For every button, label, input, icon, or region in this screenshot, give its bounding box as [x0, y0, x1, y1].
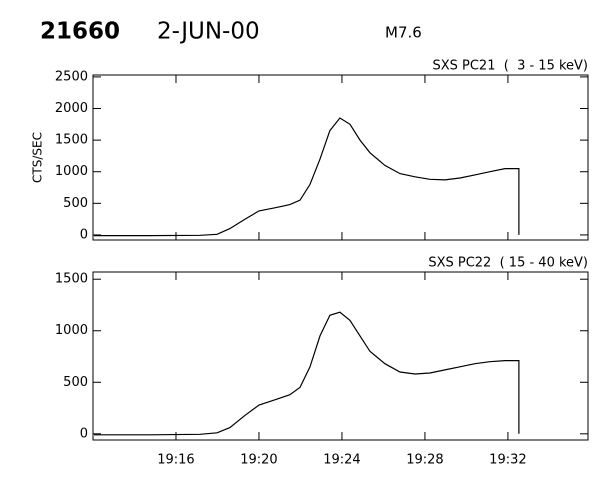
- panel-title: SXS PC22 ( 15 - 40 keV): [428, 256, 588, 271]
- y-tick-label: 2000: [55, 101, 88, 116]
- y-tick-label: 0: [80, 227, 88, 242]
- data-line: [94, 117, 520, 237]
- x-tick-label: 19:24: [323, 453, 360, 468]
- y-tick-label: 1500: [55, 133, 88, 148]
- plot-frame: [92, 271, 589, 441]
- y-tick-label: 2500: [55, 69, 88, 84]
- y-axis-label: CTS/SEC: [31, 132, 45, 183]
- plot-frame: [92, 74, 589, 241]
- header-id: 21660: [40, 19, 120, 45]
- y-tick-label: 0: [80, 426, 88, 441]
- y-tick-label: 500: [63, 375, 88, 390]
- x-tick-label: 19:32: [489, 453, 526, 468]
- y-tick-label: 1500: [55, 272, 88, 287]
- x-tick-label: 19:16: [157, 453, 194, 468]
- header-class: M7.6: [385, 24, 422, 42]
- panel-title: SXS PC21 ( 3 - 15 keV): [432, 59, 588, 74]
- x-tick-label: 19:28: [406, 453, 443, 468]
- y-tick-label: 1000: [55, 164, 88, 179]
- y-tick-label: 500: [63, 196, 88, 211]
- y-tick-label: 1000: [55, 323, 88, 338]
- data-line: [94, 311, 520, 436]
- x-tick-label: 19:20: [240, 453, 277, 468]
- header-date: 2-JUN-00: [157, 19, 260, 45]
